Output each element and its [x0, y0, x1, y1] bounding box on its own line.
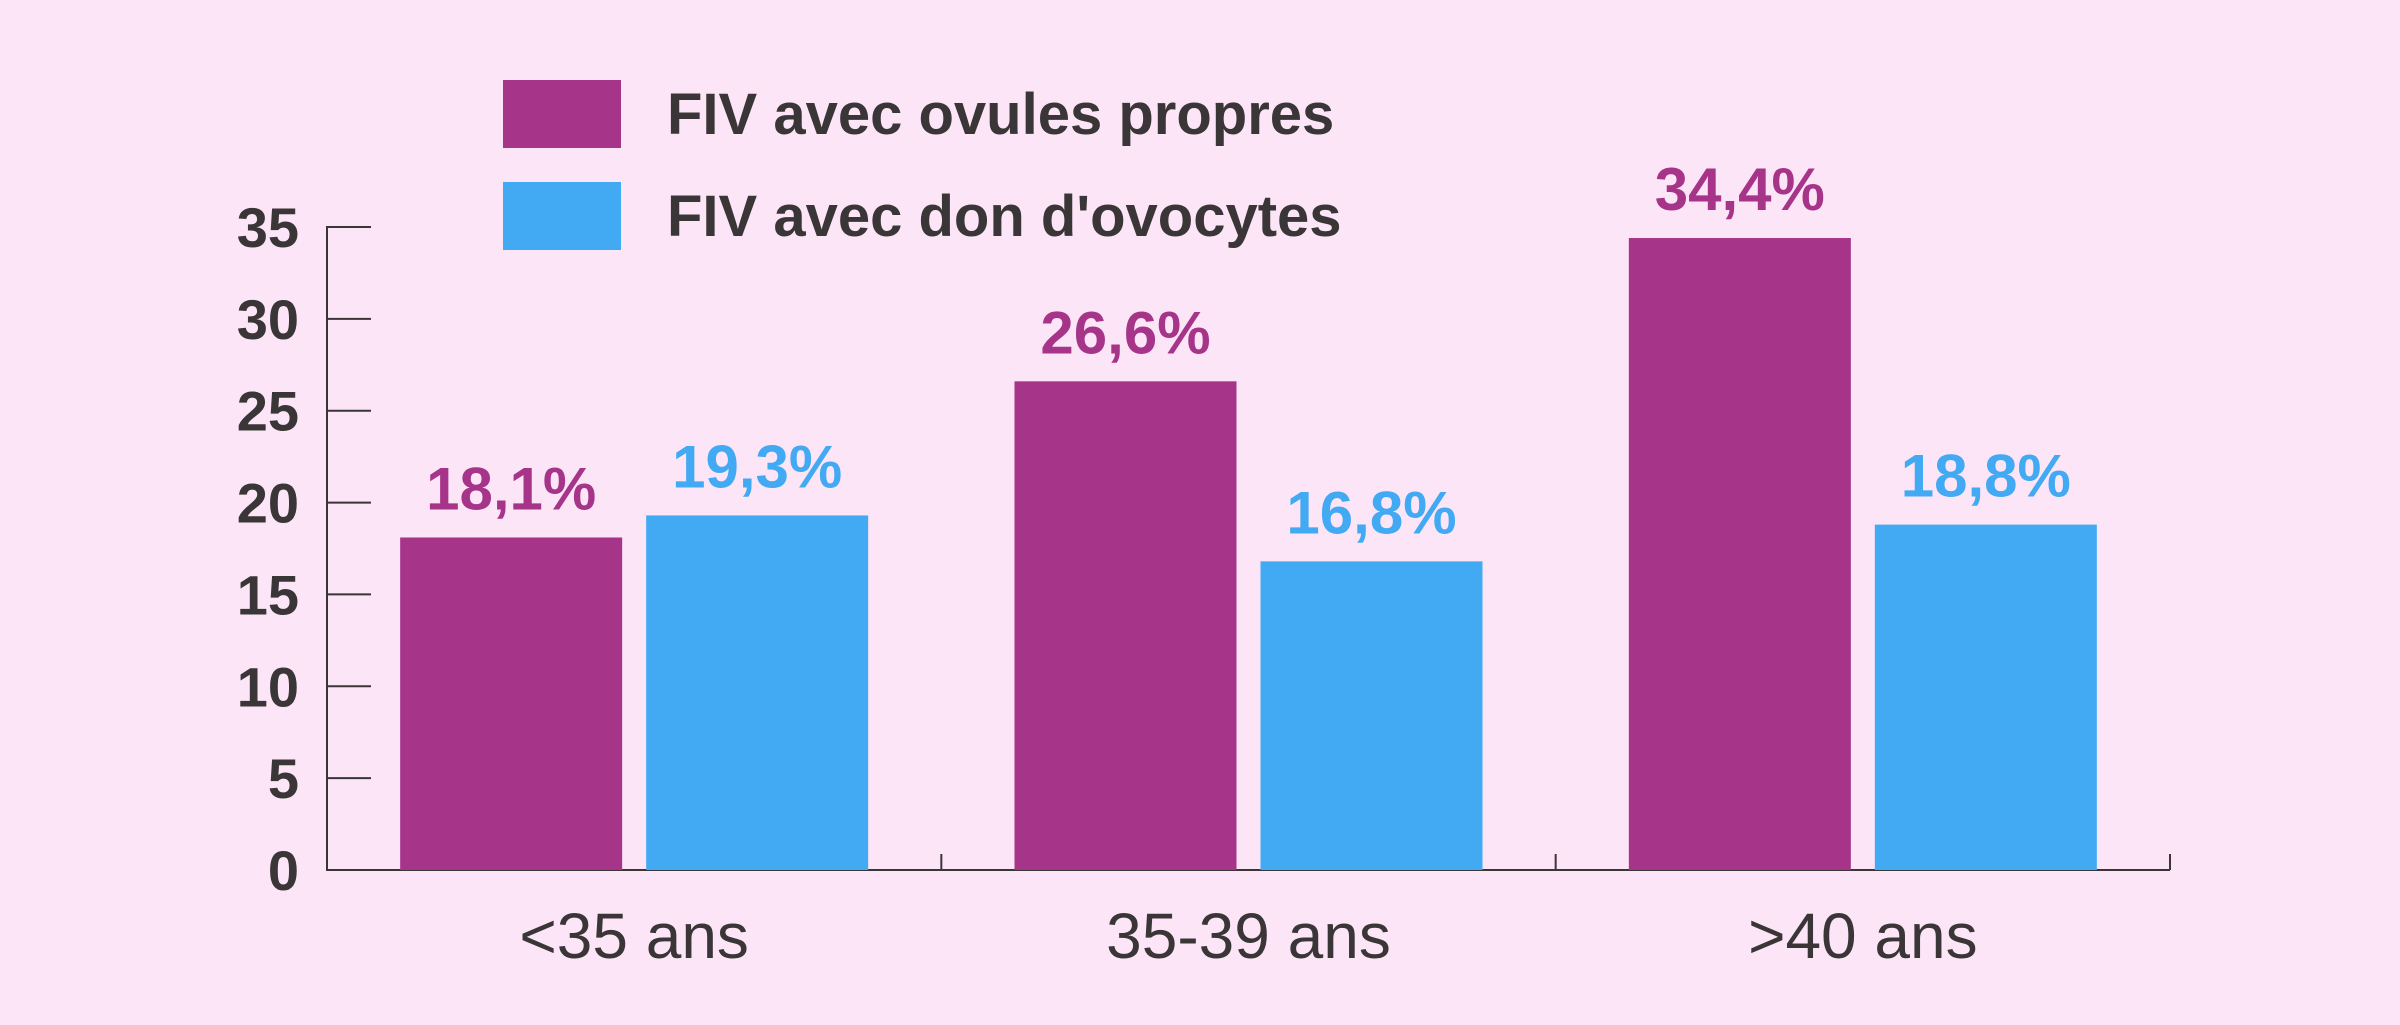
bar-series-2: [1260, 561, 1483, 870]
bar-series-1: [1628, 238, 1851, 871]
x-category-label: >40 ans: [1748, 900, 1978, 972]
x-category-label: <35 ans: [519, 900, 749, 972]
y-tick-label: 15: [237, 563, 299, 626]
bar-series-1: [1014, 381, 1237, 870]
data-label-series-1: 26,6%: [1040, 299, 1210, 366]
legend-swatch-series-2: [503, 182, 621, 250]
x-category-label: 35-39 ans: [1106, 900, 1391, 972]
bar-series-1: [400, 537, 623, 870]
y-tick-label: 5: [268, 747, 299, 810]
bar-series-2: [1874, 524, 2097, 870]
data-label-series-1: 34,4%: [1655, 156, 1825, 223]
y-tick-label: 0: [268, 839, 299, 902]
bar-series-2: [646, 515, 869, 870]
legend-label-series-2: FIV avec don d'ovocytes: [667, 184, 1342, 249]
y-tick-label: 35: [237, 196, 299, 259]
data-label-series-2: 18,8%: [1901, 443, 2071, 510]
data-label-series-1: 18,1%: [426, 455, 596, 522]
legend-swatch-series-1: [503, 80, 621, 148]
y-tick-label: 10: [237, 655, 299, 718]
y-tick-label: 20: [237, 472, 299, 535]
data-label-series-2: 19,3%: [672, 433, 842, 500]
legend-label-series-1: FIV avec ovules propres: [667, 82, 1334, 147]
y-tick-label: 30: [237, 288, 299, 351]
y-tick-label: 25: [237, 380, 299, 443]
data-label-series-2: 16,8%: [1286, 479, 1456, 546]
